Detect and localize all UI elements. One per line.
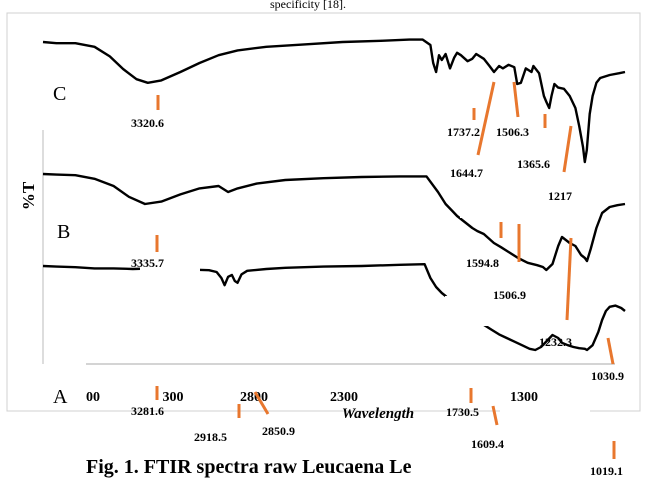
peak-label: 2850.9 (262, 424, 295, 438)
peak-label: 1019.1 (590, 464, 623, 478)
peak-labels: 3320.6 1737.2 1644.7 1506.3 1365.6 1217 … (131, 116, 623, 478)
x-tick-label: 2800 (240, 390, 268, 405)
y-axis-label: %T (19, 181, 38, 210)
spectrum-line-b (42, 172, 626, 272)
x-tick-label: 300 (163, 390, 184, 405)
peak-label: 3320.6 (131, 116, 164, 130)
series-label-a: A (53, 386, 68, 408)
peak-label: 2918.5 (194, 430, 227, 444)
peak-label: 1030.9 (591, 369, 624, 383)
peak-marker-a-1609 (491, 405, 499, 426)
peak-label: 1506.9 (493, 288, 526, 302)
top-caption: specificity [18]. (270, 0, 346, 11)
plot-frame (6, 12, 641, 412)
peak-marker-b-1232 (565, 237, 573, 321)
x-tick-label: 00 (86, 390, 100, 405)
peak-label: 3335.7 (131, 256, 164, 270)
series-label-b: B (57, 221, 70, 243)
peak-label: 1365.6 (517, 157, 550, 171)
peak-label: 1594.8 (466, 256, 499, 270)
peak-markers (155, 81, 616, 459)
label-masks (140, 140, 590, 450)
peak-marker-a-2850 (253, 391, 270, 415)
peak-label: 1730.5 (446, 405, 479, 419)
peak-marker-c-1644 (476, 81, 496, 156)
x-axis-label: Wavelength (342, 406, 414, 422)
peak-label: 1737.2 (447, 125, 480, 139)
peak-marker-c-1217 (562, 125, 573, 173)
spectrum-line-c (42, 38, 626, 164)
series-label-c: C (53, 83, 66, 105)
peak-label: 1644.7 (450, 166, 483, 180)
x-tick-label: 2300 (330, 390, 358, 405)
peak-marker-c-1506 (512, 81, 520, 118)
x-tick-label: 1300 (510, 390, 538, 405)
peak-label: 1217 (548, 189, 572, 203)
peak-label: 1609.4 (471, 437, 504, 451)
peak-label: 3281.6 (131, 404, 164, 418)
peak-label: 1506.3 (496, 125, 529, 139)
peak-marker-b-1019 (606, 337, 615, 365)
figure-caption: Fig. 1. FTIR spectra raw Leucaena Le (86, 456, 412, 478)
peak-label: 1232.3 (539, 335, 572, 349)
